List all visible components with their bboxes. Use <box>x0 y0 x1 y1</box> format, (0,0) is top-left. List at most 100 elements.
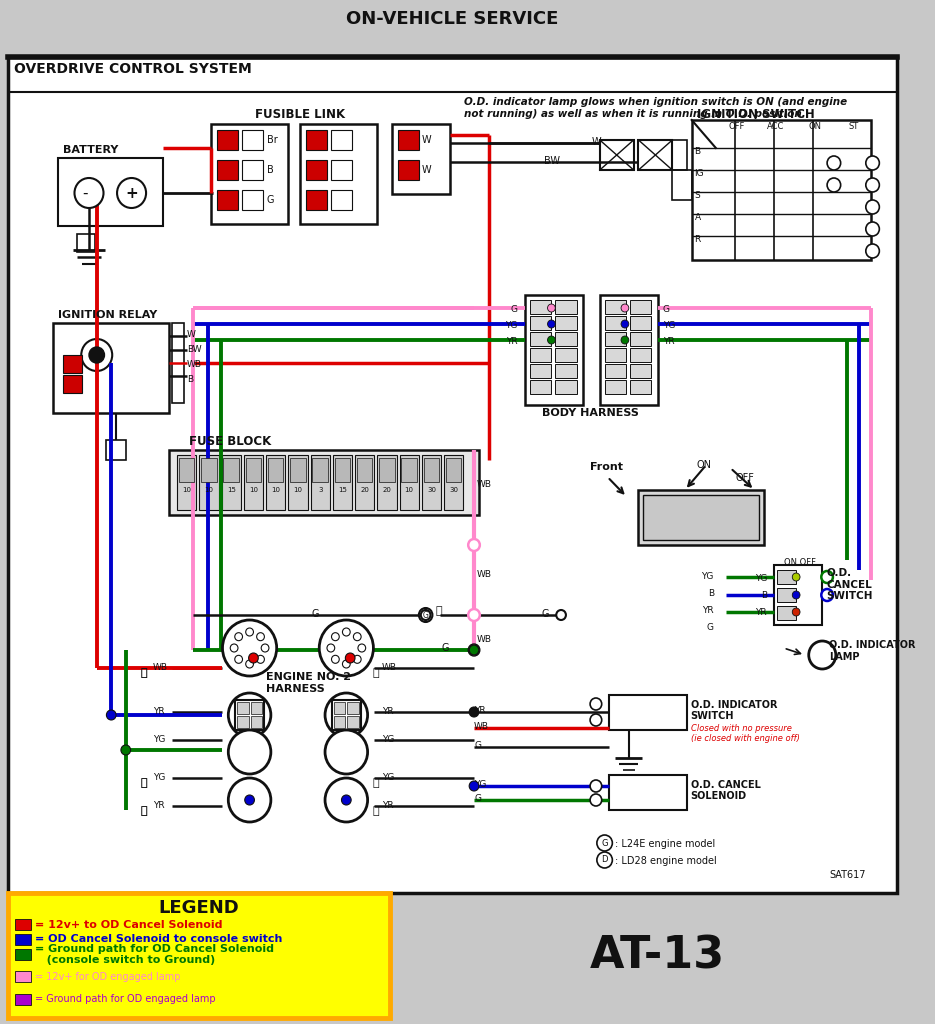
Text: YR: YR <box>382 801 394 810</box>
Circle shape <box>792 573 800 581</box>
Circle shape <box>548 304 555 312</box>
Text: LEGEND: LEGEND <box>158 899 238 918</box>
Text: G: G <box>663 305 669 314</box>
Bar <box>306 190 327 210</box>
Text: WB: WB <box>474 722 489 731</box>
Text: WB: WB <box>477 480 492 489</box>
Text: B: B <box>187 375 193 384</box>
Text: G: G <box>474 741 481 750</box>
Text: BATTERY: BATTERY <box>63 145 118 155</box>
Text: R: R <box>695 236 701 245</box>
Bar <box>235 700 264 730</box>
Text: 15: 15 <box>338 487 347 493</box>
Text: ⓓ: ⓓ <box>372 778 379 788</box>
Text: 10: 10 <box>249 487 258 493</box>
Text: YG: YG <box>382 735 395 744</box>
Bar <box>692 120 870 260</box>
Bar <box>222 455 241 510</box>
Bar <box>266 455 285 510</box>
Text: W: W <box>592 137 601 147</box>
Circle shape <box>821 571 833 583</box>
Text: G: G <box>474 794 481 803</box>
Bar <box>422 455 441 510</box>
Text: = 12v+ for OD engaged lamp: = 12v+ for OD engaged lamp <box>35 972 180 981</box>
Text: ⓓ: ⓓ <box>140 806 147 816</box>
Circle shape <box>257 633 265 641</box>
Bar <box>306 130 327 150</box>
Bar <box>672 140 687 170</box>
Bar <box>246 458 261 482</box>
Text: 20: 20 <box>382 487 392 493</box>
Bar <box>605 380 626 394</box>
Text: A: A <box>695 213 700 222</box>
Text: IGNITION SWITCH: IGNITION SWITCH <box>697 108 814 121</box>
Bar <box>312 458 328 482</box>
Bar <box>599 295 658 406</box>
Circle shape <box>827 178 841 193</box>
Circle shape <box>866 200 879 214</box>
Bar <box>630 380 651 394</box>
Text: W: W <box>422 135 431 145</box>
Circle shape <box>590 698 602 710</box>
Bar <box>605 364 626 378</box>
Bar <box>630 316 651 330</box>
Bar <box>777 588 797 602</box>
Bar <box>53 323 169 413</box>
Bar <box>169 450 479 515</box>
Bar <box>347 702 359 714</box>
Text: 10: 10 <box>294 487 302 493</box>
Bar <box>605 316 626 330</box>
Bar <box>777 570 797 584</box>
Circle shape <box>866 178 879 193</box>
Circle shape <box>261 644 269 652</box>
Bar <box>288 455 308 510</box>
Text: ON-VEHICLE SERVICE: ON-VEHICLE SERVICE <box>346 10 558 28</box>
Text: = OD Cancel Solenoid to console switch: = OD Cancel Solenoid to console switch <box>35 935 282 944</box>
Text: B: B <box>708 589 714 598</box>
Text: BW: BW <box>187 345 201 354</box>
Bar <box>244 455 263 510</box>
Bar <box>530 364 552 378</box>
Text: ⓓ: ⓓ <box>140 806 147 816</box>
Text: WB: WB <box>152 663 168 672</box>
Circle shape <box>353 633 361 641</box>
Bar <box>199 455 219 510</box>
Text: (ie closed with engine off): (ie closed with engine off) <box>691 734 799 743</box>
Bar <box>58 158 163 226</box>
Circle shape <box>228 730 271 774</box>
Bar <box>399 455 419 510</box>
Text: W: W <box>422 165 431 175</box>
Text: 10: 10 <box>182 487 191 493</box>
Text: IGNITION RELAY: IGNITION RELAY <box>58 310 157 319</box>
Text: OVERDRIVE CONTROL SYSTEM: OVERDRIVE CONTROL SYSTEM <box>13 62 252 76</box>
Text: ⓓ: ⓓ <box>140 778 147 788</box>
Circle shape <box>866 244 879 258</box>
Circle shape <box>327 644 335 652</box>
Text: ST: ST <box>848 122 858 131</box>
Text: O.D. CANCEL: O.D. CANCEL <box>691 780 760 790</box>
Text: IG: IG <box>695 170 704 178</box>
Bar <box>217 130 238 150</box>
Bar <box>639 140 672 170</box>
Circle shape <box>257 655 265 664</box>
Circle shape <box>228 778 271 822</box>
Bar <box>630 300 651 314</box>
Circle shape <box>342 660 351 668</box>
Text: B: B <box>761 591 767 600</box>
Text: YG: YG <box>701 572 714 581</box>
Circle shape <box>325 693 367 737</box>
Text: G: G <box>311 609 319 618</box>
Circle shape <box>117 178 146 208</box>
Text: G: G <box>511 305 518 314</box>
Text: YG: YG <box>152 773 165 782</box>
Bar <box>672 170 692 200</box>
Circle shape <box>827 156 841 170</box>
Bar <box>555 364 577 378</box>
Text: = Ground path for OD Cancel Solenoid
   (console switch to Ground): = Ground path for OD Cancel Solenoid (co… <box>35 944 274 966</box>
Circle shape <box>81 339 112 371</box>
Bar <box>380 458 395 482</box>
Bar <box>201 458 217 482</box>
Circle shape <box>235 633 242 641</box>
Bar <box>223 458 239 482</box>
Text: WB: WB <box>382 663 397 672</box>
